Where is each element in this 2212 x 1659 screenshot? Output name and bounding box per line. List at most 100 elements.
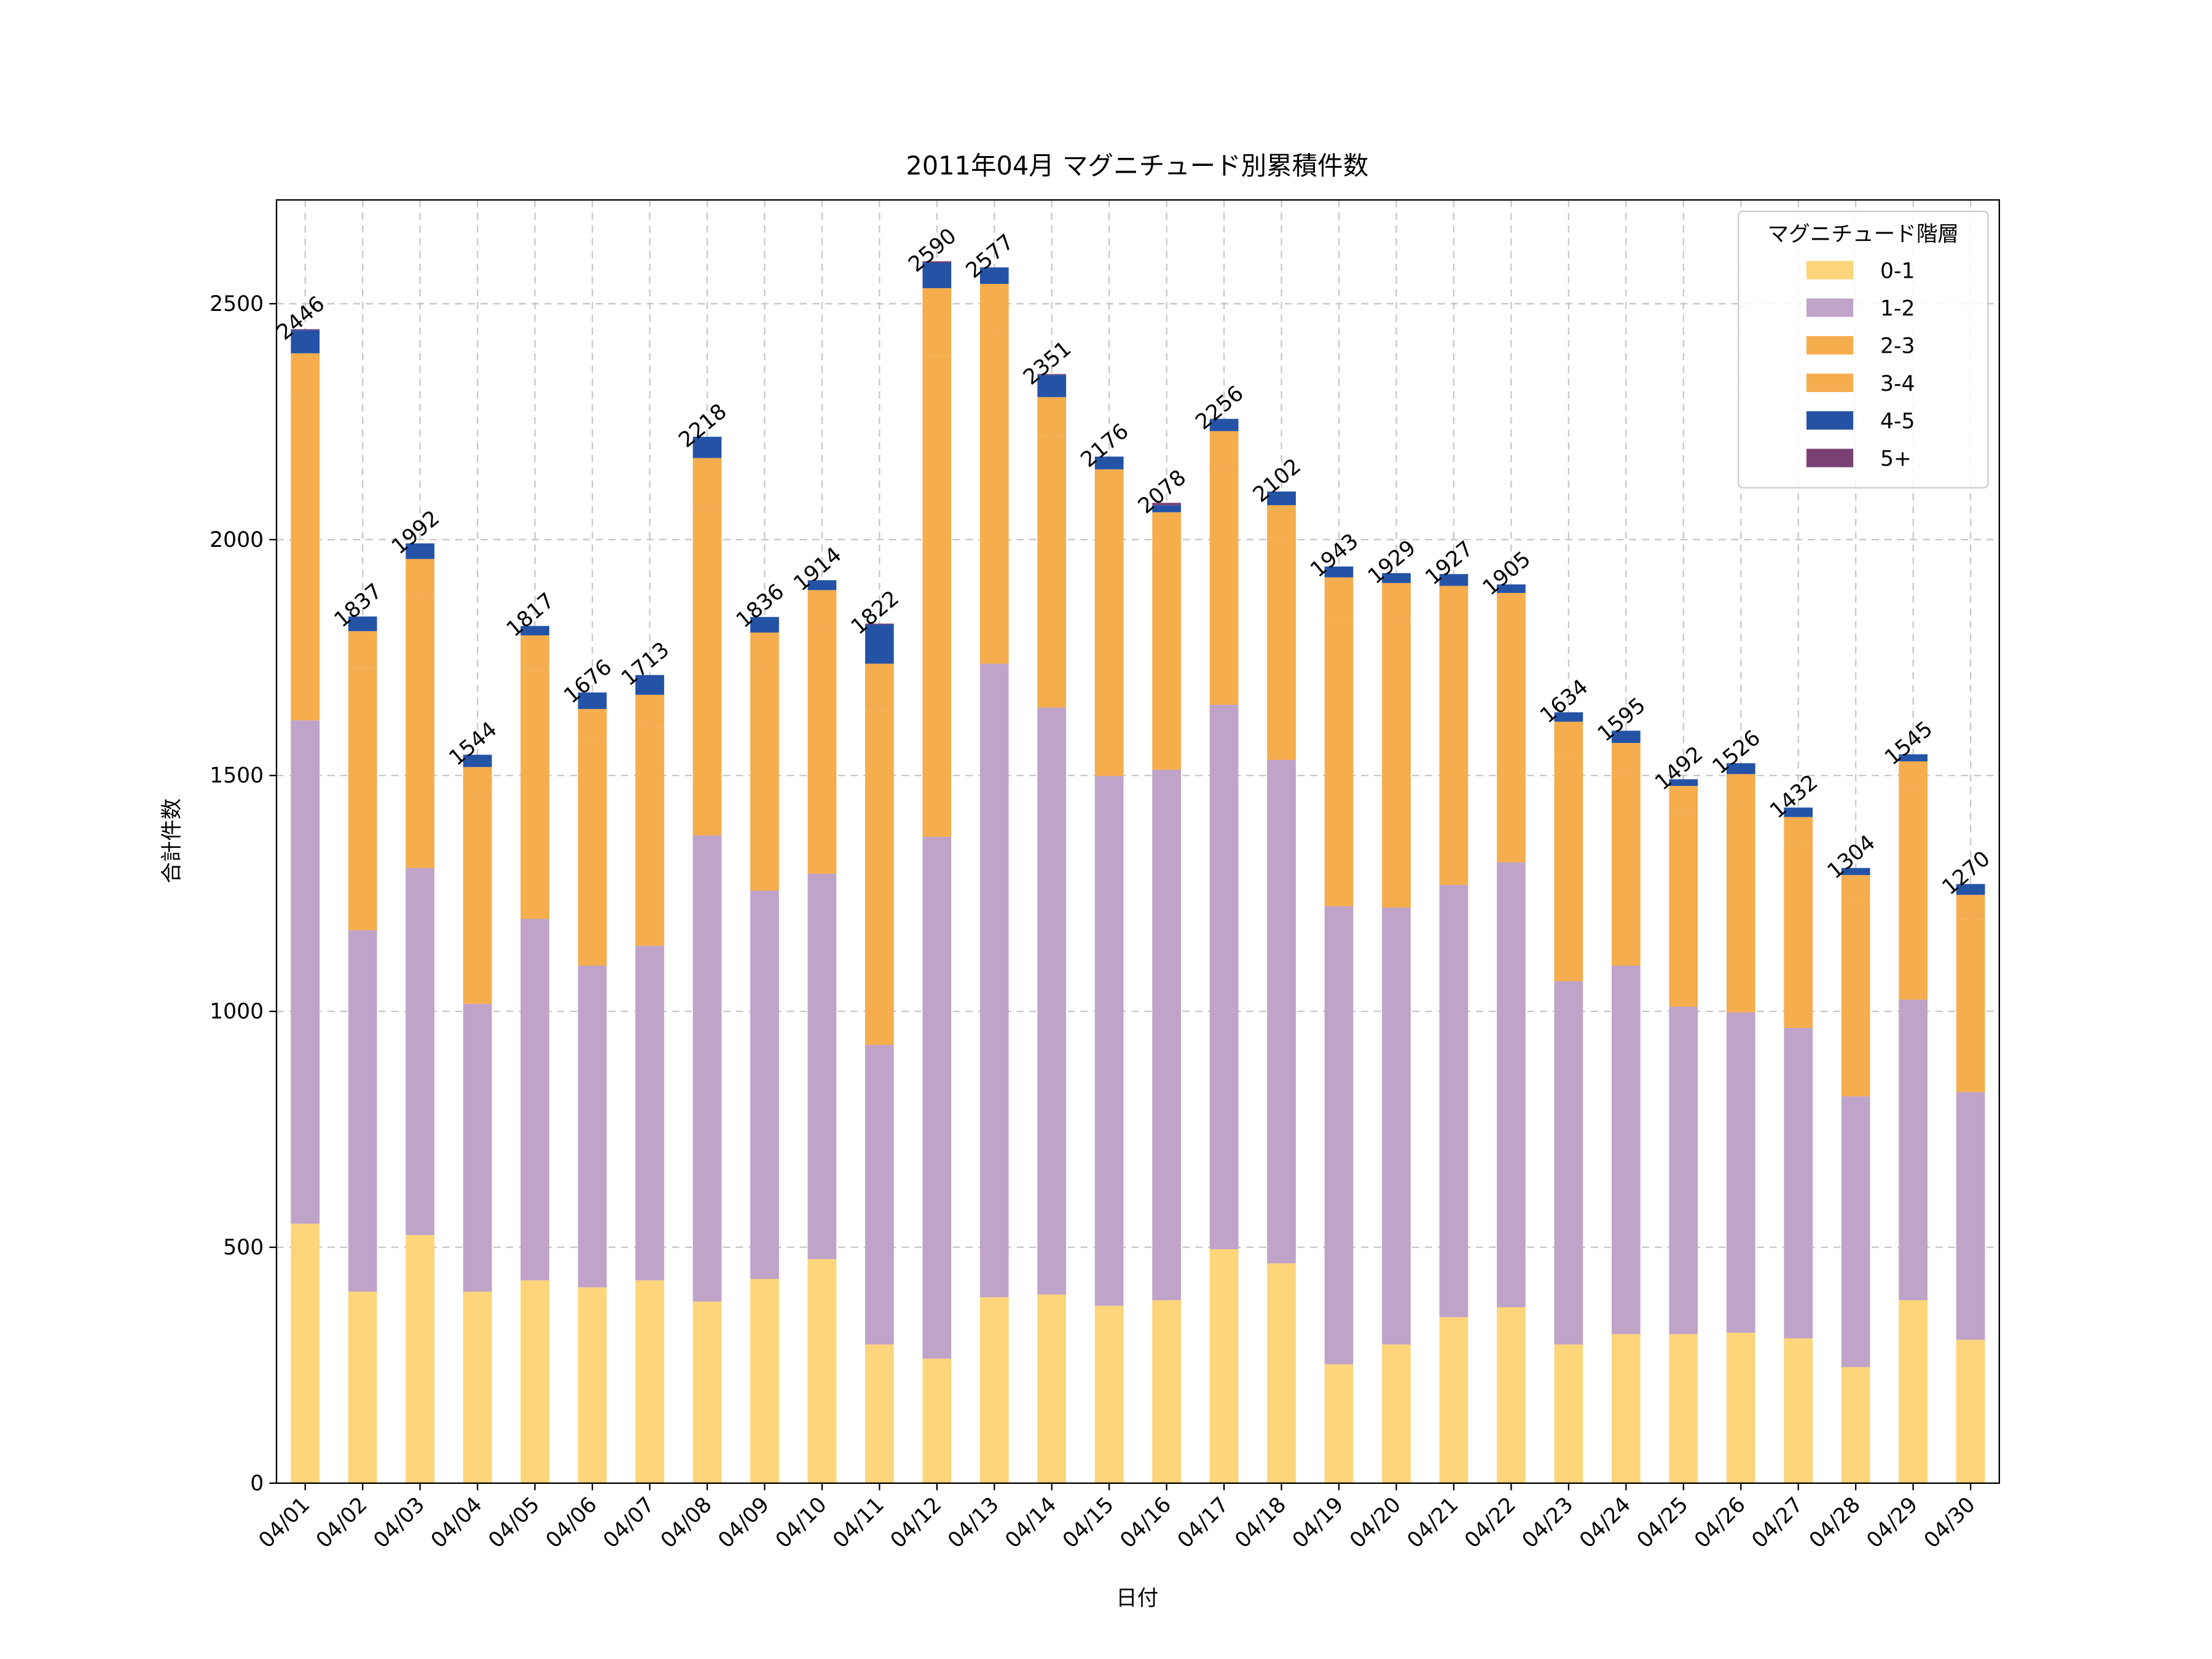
chart-title: 2011年04月 マグニチュード別累積件数	[906, 151, 1368, 181]
bar-segment	[1439, 1317, 1469, 1483]
legend-swatch	[1806, 449, 1854, 468]
y-tick-label: 1000	[210, 1000, 264, 1024]
bar-segment	[1899, 999, 1928, 1300]
bar-segment	[635, 946, 664, 1281]
bar-segment	[750, 1279, 779, 1483]
bar-segment	[1554, 981, 1583, 1345]
bar-segment	[348, 616, 377, 632]
bar-segment	[463, 1003, 492, 1292]
bar-segment	[1784, 807, 1813, 817]
bar-segment	[1956, 1339, 1985, 1483]
bar-segment	[979, 331, 1009, 664]
bar-segment	[1554, 1344, 1583, 1483]
bar-segment	[1382, 623, 1411, 908]
bar-segment	[1037, 374, 1067, 375]
bar-segment	[635, 694, 664, 727]
bar-segment	[1267, 1263, 1296, 1483]
bar-segment	[750, 617, 779, 633]
bar-segment	[1267, 491, 1296, 506]
legend-swatch	[1806, 335, 1854, 355]
bar-segment	[1611, 743, 1641, 771]
bar-segment	[1784, 817, 1813, 844]
bar-segment	[692, 505, 722, 836]
bar-segment	[979, 267, 1009, 284]
bar-segment	[1497, 626, 1526, 863]
bar-segment	[979, 664, 1009, 1298]
bar-segment	[348, 631, 377, 669]
bar-segment	[520, 635, 549, 671]
bar-segment	[865, 624, 894, 664]
legend-swatch	[1806, 261, 1854, 280]
bar-segment	[1267, 537, 1296, 760]
bar-segment	[291, 329, 320, 331]
bar-segment	[1956, 919, 1985, 1092]
bar-segment	[463, 767, 492, 797]
bar-segment	[291, 353, 320, 399]
bar-segment	[1094, 469, 1124, 508]
bar-segment	[692, 458, 722, 506]
bar-segment	[1497, 592, 1526, 627]
y-tick-label: 0	[250, 1471, 264, 1496]
y-axis-label: 合計件数	[160, 798, 184, 883]
bar-segment	[1267, 505, 1296, 538]
bar-segment	[1324, 577, 1354, 619]
bar-segment	[520, 670, 549, 919]
bar-segment	[1152, 769, 1182, 1300]
x-axis-label: 日付	[1116, 1586, 1158, 1610]
bar-segment	[865, 664, 894, 712]
bar-segment	[1152, 1300, 1182, 1483]
legend-swatch	[1806, 298, 1854, 317]
bar-segment	[807, 873, 837, 1260]
bar-segment	[807, 625, 837, 874]
bar-segment	[1152, 505, 1182, 512]
bar-segment	[635, 675, 664, 695]
bar-segment	[463, 755, 492, 767]
bar-segment	[463, 796, 492, 1004]
bar-segment	[1209, 704, 1239, 1250]
legend-box	[1738, 210, 1989, 488]
bar-segment	[1726, 804, 1755, 1013]
legend-label: 3-4	[1880, 372, 1915, 396]
bar-segment	[1726, 1012, 1755, 1333]
bar-segment	[1784, 1338, 1813, 1483]
bar-segment	[922, 836, 952, 1359]
bar-segment	[1956, 1092, 1985, 1340]
legend-label: 5+	[1880, 447, 1912, 471]
bar-segment	[1784, 843, 1813, 1028]
bar-segment	[1497, 584, 1526, 593]
bar-segment	[1554, 754, 1583, 981]
bar-segment	[1324, 566, 1354, 578]
bar-segment	[979, 1297, 1009, 1483]
bar-segment	[1439, 586, 1469, 624]
bar-segment	[348, 1292, 377, 1483]
bar-segment	[922, 261, 952, 263]
bar-segment	[750, 632, 779, 665]
bar-segment	[1094, 775, 1124, 1306]
bar-segment	[578, 692, 607, 709]
bar-segment	[750, 890, 779, 1279]
bar-segment	[1669, 814, 1698, 1007]
bar-segment	[1841, 1367, 1870, 1483]
bar-segment	[1382, 582, 1411, 624]
bar-segment	[1324, 1364, 1354, 1483]
bar-segment	[865, 1045, 894, 1345]
bar-segment	[1669, 786, 1698, 814]
bar-segment	[1324, 618, 1354, 906]
bar-segment	[1037, 707, 1067, 1295]
bar-segment	[291, 1223, 320, 1483]
bar-segment	[807, 580, 837, 590]
bar-segment	[578, 965, 607, 1288]
bar-segment	[1324, 906, 1354, 1365]
bar-segment	[1094, 1306, 1124, 1483]
bar-segment	[1497, 1307, 1526, 1483]
bar-segment	[1726, 763, 1755, 774]
bar-segment	[1784, 1027, 1813, 1339]
bar-segment	[1956, 884, 1985, 895]
bar-segment	[1899, 1300, 1928, 1483]
bar-segment	[1094, 508, 1124, 776]
bar-segment	[865, 711, 894, 1045]
bar-segment	[1841, 875, 1870, 903]
bar-segment	[1611, 771, 1641, 966]
bar-segment	[1726, 1332, 1755, 1483]
